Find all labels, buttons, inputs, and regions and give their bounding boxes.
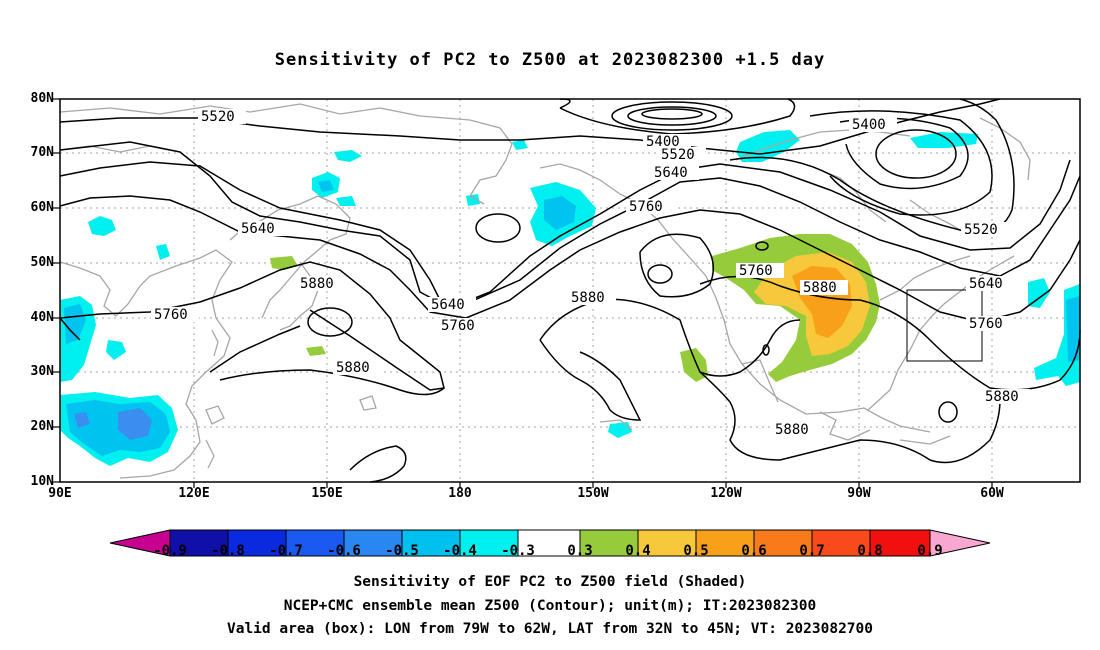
contour-label: 5760 [969,316,1003,332]
colorbar [109,529,991,557]
colorbar-cell [753,529,813,557]
lon-label: 180 [448,486,472,501]
contour-label: 5520 [661,147,695,163]
colorbar-right-arrow [929,529,991,557]
contour-label: 5880 [775,422,809,438]
lon-label: 60W [980,486,1004,501]
contour-label: 5880 [300,276,334,292]
colorbar-cell [811,529,871,557]
contour-label: 5880 [571,290,605,306]
coastlines [59,103,1031,479]
map-frame [59,98,1081,483]
colorbar-label: -0.8 [211,543,245,559]
contour-label: 5760 [441,318,475,334]
lat-label: 50N [30,255,54,270]
contour-label: 5520 [201,109,235,125]
contour-label: 5760 [739,263,773,279]
colorbar-label: -0.4 [443,543,477,559]
lon-label: 150E [311,486,343,501]
lat-label: 10N [30,474,54,489]
lon-label: 150W [577,486,609,501]
lat-label: 20N [30,419,54,434]
gridlines [60,99,1080,482]
colorbar-label: -0.9 [153,543,187,559]
colorbar-label: 0.3 [567,543,593,559]
colorbar-label: 0.5 [683,543,709,559]
contour-label: 5640 [431,297,465,313]
colorbar-cell [695,529,755,557]
lon-label: 90W [847,486,871,501]
colorbar-label: 0.7 [799,543,825,559]
colorbar-label: -0.6 [327,543,361,559]
colorbar-label: -0.7 [269,543,303,559]
lon-label: 120W [710,486,742,501]
colorbar-label: 0.6 [741,543,767,559]
contour-label: 5760 [154,307,188,323]
contour-label: 5880 [336,360,370,376]
colorbar-cell [285,529,345,557]
contour-label: 5880 [803,280,837,296]
colorbar-cell [517,529,581,557]
colorbar-cell [343,529,403,557]
caption-shading: Sensitivity of EOF PC2 to Z500 field (Sh… [353,574,747,590]
colorbar-cell [459,529,519,557]
map-title: Sensitivity of PC2 to Z500 at 2023082300… [274,50,826,70]
contour-label: 5640 [654,165,688,181]
colorbar-label: -0.5 [385,543,419,559]
colorbar-label: 0.9 [917,543,943,559]
contour-label: 5880 [985,389,1019,405]
lat-label: 80N [30,91,54,106]
contour-label: 5760 [629,199,663,215]
tick-marks [52,98,993,488]
colorbar-cell [227,529,287,557]
lon-label: 90E [48,486,72,501]
contour-label: 5640 [241,221,275,237]
colorbar-label: 0.4 [625,543,651,559]
lon-label: 120E [178,486,210,501]
colorbar-label: 0.8 [857,543,883,559]
colorbar-cell [637,529,697,557]
contour-label: 5640 [969,276,1003,292]
contour-label: 5520 [964,222,998,238]
colorbar-cell [869,529,931,557]
contour-label: 5400 [852,117,886,133]
lat-label: 30N [30,364,54,379]
colorbar-cell [401,529,461,557]
negative-sensitivity-shading-blue [74,408,152,440]
lat-label: 70N [30,145,54,160]
lat-label: 60N [30,200,54,215]
contour-label: 5400 [646,134,680,150]
lat-label: 40N [30,310,54,325]
caption-valid-area: Valid area (box): LON from 79W to 62W, L… [226,621,873,637]
colorbar-label: -0.3 [501,543,535,559]
caption-contour: NCEP+CMC ensemble mean Z500 (Contour); u… [283,598,817,614]
